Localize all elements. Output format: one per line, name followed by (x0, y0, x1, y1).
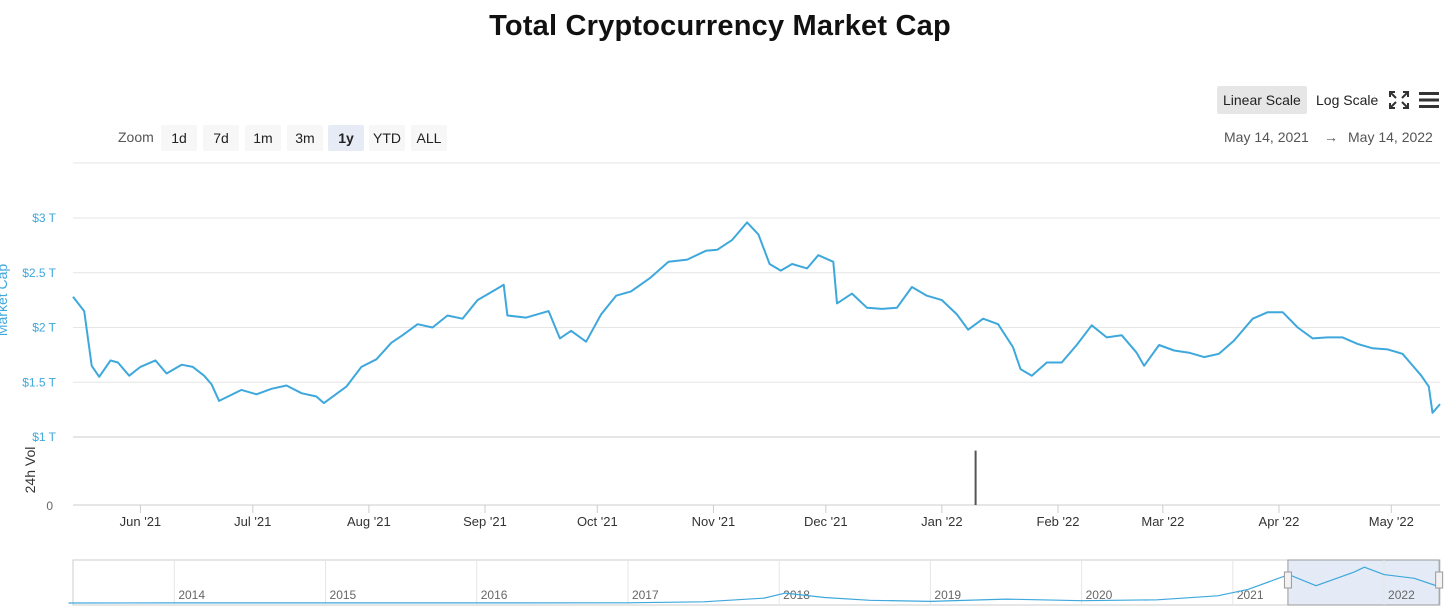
chart-title: Total Cryptocurrency Market Cap (489, 10, 951, 42)
navigator-series-line (68, 566, 1441, 604)
zoom-3m-button[interactable]: 3m (287, 125, 323, 151)
y-tick-label: $1 T (32, 430, 56, 444)
menu-icon[interactable] (1416, 88, 1442, 112)
x-tick-label: Dec '21 (804, 514, 848, 529)
zoom-label: Zoom (118, 129, 154, 145)
navigator-handle-right[interactable] (1435, 571, 1444, 589)
series-line-market-cap (72, 221, 1441, 414)
x-tick-label: Sep '21 (463, 514, 507, 529)
x-tick-label: Nov '21 (692, 514, 736, 529)
volume-bar (974, 450, 977, 505)
grid-lines (73, 217, 1440, 383)
navigator-tick-label: 2017 (632, 588, 659, 602)
navigator-series (68, 566, 1441, 604)
volume-bars (974, 450, 977, 505)
y-axis-ticks: $1 T $1.5 T $2 T $2.5 T $3 T (22, 211, 56, 444)
navigator-selection[interactable] (1287, 559, 1440, 606)
range-arrow: → (1324, 129, 1338, 145)
linear-scale-button[interactable]: Linear Scale (1217, 86, 1307, 114)
zoom-1d-button[interactable]: 1d (161, 125, 197, 151)
y-tick-label: $2 T (32, 321, 56, 335)
x-tick-label: Jul '21 (234, 514, 271, 529)
range-start-date[interactable]: May 14, 2021 (1224, 129, 1309, 145)
y-tick-label: $3 T (32, 211, 56, 225)
zoom-1y-button[interactable]: 1y (328, 125, 364, 151)
navigator-tick-label: 2022 (1388, 588, 1415, 602)
navigator-tick-label: 2015 (330, 588, 357, 602)
zoom-7d-button[interactable]: 7d (203, 125, 239, 151)
navigator-tick-label: 2016 (481, 588, 508, 602)
x-tick-label: Feb '22 (1037, 514, 1080, 529)
y-tick-label: $2.5 T (22, 266, 56, 280)
navigator-handle-left[interactable] (1283, 571, 1292, 589)
x-tick-label: Aug '21 (347, 514, 391, 529)
navigator-tick-label: 2020 (1086, 588, 1113, 602)
fullscreen-icon[interactable] (1386, 88, 1412, 112)
range-end-date[interactable]: May 14, 2022 (1348, 129, 1433, 145)
navigator-tick-label: 2014 (178, 588, 205, 602)
volume-zero-tick: 0 (46, 499, 53, 513)
navigator-tick-label: 2021 (1237, 588, 1264, 602)
navigator-grid: 2014 2015 2016 2017 2018 2019 2020 2021 2022 (173, 560, 1415, 605)
x-tick-label: Jun '21 (120, 514, 162, 529)
navigator[interactable]: 2014 2015 2016 2017 2018 2019 2020 2021 2022 (68, 559, 1444, 606)
x-tick-label: Oct '21 (577, 514, 618, 529)
series-layer[interactable] (72, 221, 1441, 414)
zoom-all-button[interactable]: ALL (411, 125, 447, 151)
navigator-tick-label: 2018 (783, 588, 810, 602)
navigator-tick-label: 2019 (934, 588, 961, 602)
zoom-ytd-button[interactable]: YTD (369, 125, 405, 151)
x-tick-label: Apr '22 (1259, 514, 1300, 529)
x-axis-ticks: Jun '21 Jul '21 Aug '21 Sep '21 Oct '21 Nov '… (120, 505, 1414, 529)
x-tick-label: Jan '22 (921, 514, 963, 529)
x-tick-label: Mar '22 (1141, 514, 1184, 529)
x-tick-label: May '22 (1369, 514, 1414, 529)
navigator-background (72, 559, 1441, 606)
y-tick-label: $1.5 T (22, 375, 56, 389)
log-scale-button[interactable]: Log Scale (1316, 92, 1379, 108)
y-axis-title: Market Cap (0, 264, 10, 337)
volume-axis-title: 24h Vol (22, 447, 38, 494)
zoom-1m-button[interactable]: 1m (245, 125, 281, 151)
